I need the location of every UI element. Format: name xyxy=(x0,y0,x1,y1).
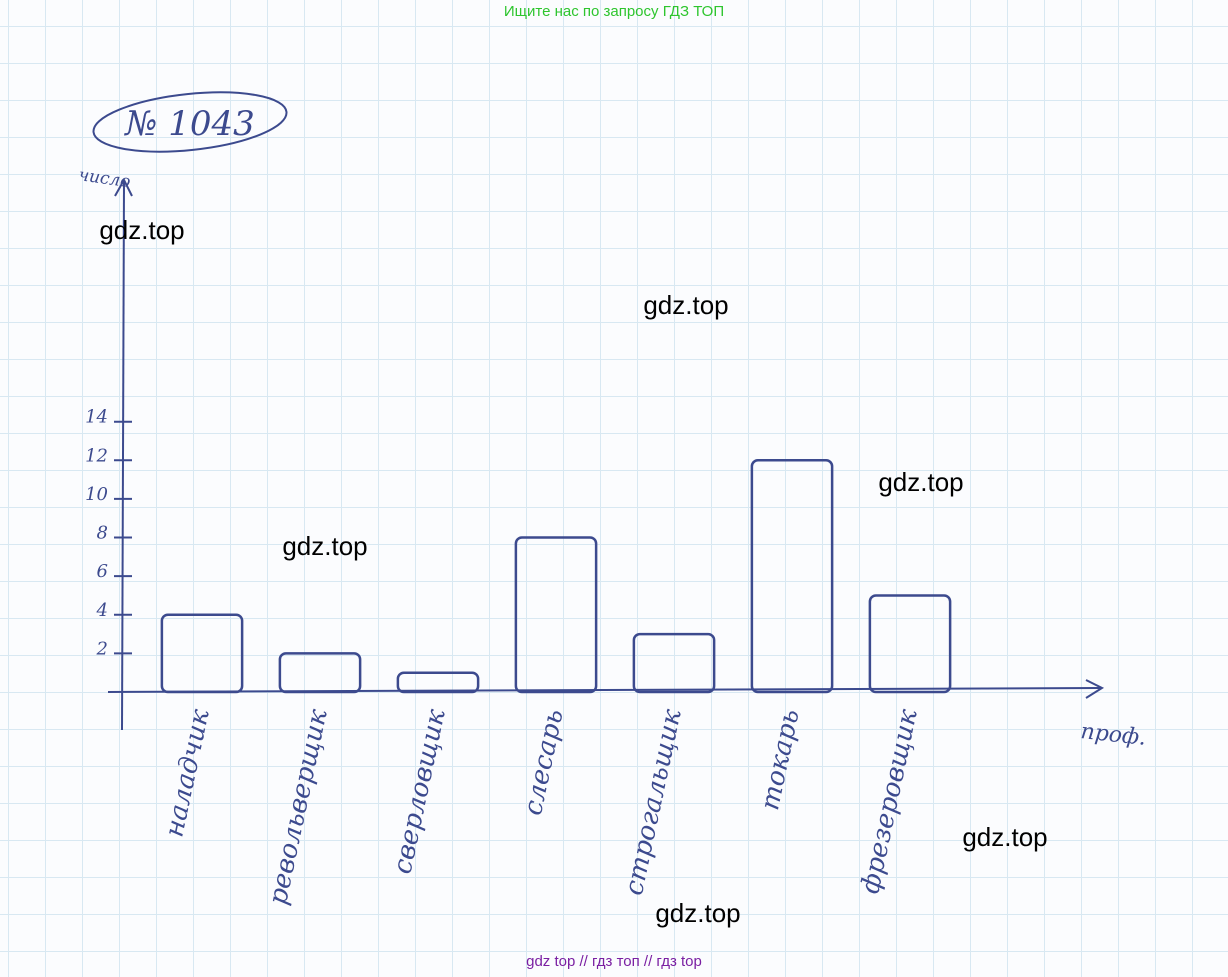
y-arrow xyxy=(114,177,133,197)
bar xyxy=(396,671,480,694)
watermark: gdz.top xyxy=(878,467,963,497)
y-tick-label: 4 xyxy=(96,600,108,621)
x-tick-label: токарь xyxy=(755,707,806,813)
bar xyxy=(514,536,598,694)
watermark: gdz.top xyxy=(643,290,728,320)
x-tick-label: сверловщик xyxy=(388,706,452,876)
x-tick-label: слесарь xyxy=(518,707,570,818)
chart-title: № 1043 xyxy=(123,104,255,144)
y-tick-label: 14 xyxy=(85,407,108,428)
x-tick-label: револьверщик xyxy=(263,706,334,907)
watermark: gdz.top xyxy=(99,215,184,245)
bar xyxy=(868,594,952,694)
x-tick-label: фрезеровщик xyxy=(855,706,923,896)
watermark: gdz.top xyxy=(655,898,740,928)
y-axis xyxy=(121,181,125,731)
x-arrow xyxy=(1085,679,1105,699)
bar xyxy=(278,652,362,694)
x-axis xyxy=(107,687,1101,693)
bar xyxy=(750,459,834,694)
bar xyxy=(632,632,716,694)
y-tick-label: 12 xyxy=(85,445,108,466)
bar xyxy=(160,613,244,694)
x-tick-label: наладчик xyxy=(159,706,215,839)
x-tick-label: строгальщик xyxy=(619,706,688,898)
watermark: gdz.top xyxy=(962,822,1047,852)
y-tick-label: 8 xyxy=(97,523,108,544)
y-tick-label: 6 xyxy=(97,561,108,582)
y-tick-label: 10 xyxy=(85,484,108,505)
header: Ищите нас по запросу ГДЗ ТОП xyxy=(504,3,724,20)
title-oval xyxy=(92,91,288,153)
watermark: gdz.top xyxy=(282,531,367,561)
x-axis-label: проф. xyxy=(1079,719,1147,751)
footer: gdz top // гдз топ // гдз top xyxy=(526,953,702,970)
y-tick-label: 2 xyxy=(96,638,108,659)
